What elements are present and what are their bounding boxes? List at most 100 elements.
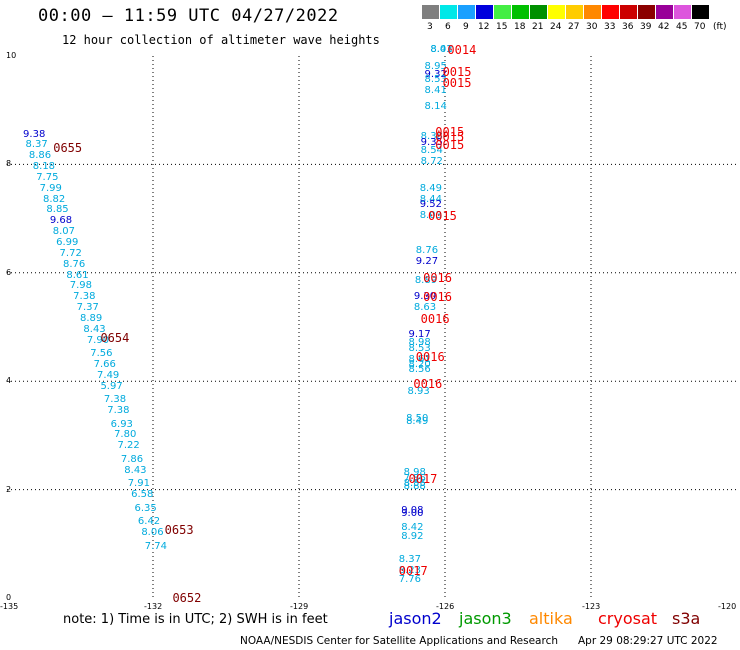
wave-height-value: 8.38 bbox=[420, 131, 443, 143]
wave-height-value: 6.99 bbox=[56, 236, 79, 248]
legend-label: 21 bbox=[532, 22, 544, 32]
wave-height-value: 8.86 bbox=[28, 150, 52, 162]
legend-label: 42 bbox=[658, 22, 670, 32]
lon-tick-label: -129 bbox=[290, 602, 309, 611]
wave-height-value: 8.95 bbox=[424, 60, 447, 72]
legend-label: 15 bbox=[496, 22, 508, 32]
legend-swatch bbox=[512, 5, 529, 19]
wave-height-value: 7.80 bbox=[114, 429, 137, 441]
wave-height-value: 8.53 bbox=[424, 74, 447, 86]
wave-height-value: 7.90 bbox=[86, 334, 110, 346]
wave-height-value: 8.93 bbox=[407, 386, 430, 398]
wave-height-value: 8.98 bbox=[403, 467, 426, 479]
legend-swatch bbox=[674, 5, 691, 19]
wave-height-value: 9.38 bbox=[23, 128, 46, 140]
satellite-altika: altika bbox=[529, 609, 573, 628]
wave-height-value: 8.43 bbox=[124, 464, 147, 476]
wave-height-value: 6.35 bbox=[134, 502, 157, 514]
pass-time-label: 0016 bbox=[415, 349, 445, 364]
wave-height-value: 7.74 bbox=[144, 540, 167, 552]
wave-height-value: 8.41 bbox=[430, 44, 453, 55]
wave-height-value: 7.99 bbox=[39, 182, 62, 194]
wave-height-value: 6.93 bbox=[110, 418, 133, 430]
wave-height-value: 9.30 bbox=[413, 291, 437, 303]
pass-time-label: 0015 bbox=[435, 138, 465, 153]
legend-label: 33 bbox=[604, 22, 616, 32]
legend-swatch bbox=[422, 5, 439, 19]
legend-label: 6 bbox=[445, 22, 451, 32]
wave-height-value: 8.61 bbox=[408, 353, 431, 365]
wave-height-value: 7.66 bbox=[93, 358, 116, 370]
wave-height-value: 8.06 bbox=[141, 526, 164, 538]
wave-height-value: 9.32 bbox=[424, 68, 447, 80]
pass-time-label: 0017 bbox=[398, 563, 428, 578]
wave-height-value: 5.97 bbox=[100, 380, 123, 392]
legend-swatch bbox=[584, 5, 601, 19]
wave-height-value: 9.08 bbox=[401, 505, 424, 517]
wave-height-value: 7.86 bbox=[120, 453, 144, 465]
legend-label: 9 bbox=[463, 22, 469, 32]
legend-label: 27 bbox=[568, 22, 580, 32]
wave-height-value: 8.82 bbox=[43, 193, 66, 205]
legend-swatch bbox=[476, 5, 493, 19]
wave-height-value: 8.76 bbox=[62, 258, 86, 270]
lat-tick-label: 8 bbox=[6, 159, 12, 169]
pass-time-label: 0655 bbox=[53, 141, 83, 156]
wave-height-value: 8.18 bbox=[32, 161, 56, 173]
lat-tick-label: 0 bbox=[6, 593, 12, 602]
wave-height-value: 9.27 bbox=[415, 255, 439, 267]
pass-time-label: 0015 bbox=[427, 208, 457, 223]
lat-tick-label: 6 bbox=[6, 267, 12, 277]
wave-height-value: 7.56 bbox=[90, 348, 113, 360]
pass-time-label: 0015 bbox=[442, 65, 472, 80]
pass-time-label: 0016 bbox=[423, 290, 452, 305]
wave-height-value: 8.63 bbox=[413, 302, 437, 314]
wave-height-value: 9.35 bbox=[420, 136, 443, 148]
wave-height-value: 8.23 bbox=[398, 564, 422, 576]
wave-height-value: 9.17 bbox=[408, 329, 431, 341]
legend-label: 39 bbox=[640, 22, 652, 32]
wave-height-value: 7.75 bbox=[36, 171, 59, 183]
wave-height-value: 6.42 bbox=[137, 516, 161, 528]
wave-height-value: 8.37 bbox=[398, 554, 422, 566]
wave-height-value: 7.38 bbox=[103, 394, 127, 406]
lon-tick-label: -126 bbox=[436, 602, 455, 611]
wave-height-value: 9.52 bbox=[419, 199, 442, 211]
wave-height-value: 8.55 bbox=[403, 478, 426, 490]
wave-height-value: 8.20 bbox=[408, 358, 431, 370]
wave-height-value: 8.89 bbox=[80, 312, 103, 324]
wave-height-value: 8.88 bbox=[403, 480, 426, 492]
wave-height-value: 9.00 bbox=[401, 507, 424, 519]
satellite-jason3: jason3 bbox=[459, 609, 512, 628]
wave-height-value: 8.14 bbox=[424, 101, 447, 113]
pass-time-label: 0015 bbox=[442, 76, 472, 91]
wave-height-value: 8.54 bbox=[420, 144, 443, 156]
pass-time-label: 0015 bbox=[435, 124, 465, 139]
satellite-cryosat: cryosat bbox=[598, 609, 658, 628]
legend-swatch bbox=[530, 5, 547, 19]
legend-label: 70 bbox=[694, 22, 706, 32]
footer-note: note: 1) Time is in UTC; 2) SWH is in fe… bbox=[63, 612, 328, 627]
wave-height-value: 7.22 bbox=[117, 440, 140, 452]
lat-tick-label: 2 bbox=[6, 484, 12, 494]
legend-swatch bbox=[494, 5, 511, 19]
pass-time-label: 0014 bbox=[447, 43, 477, 57]
pass-time-label: 0016 bbox=[420, 311, 450, 326]
wave-height-value: 8.56 bbox=[408, 364, 431, 376]
pass-time-label: 0015 bbox=[435, 130, 465, 145]
lon-tick-label: -135 bbox=[0, 602, 19, 611]
wave-height-value: 7.38 bbox=[73, 291, 96, 303]
wave-height-value: 7.86 bbox=[403, 472, 426, 484]
legend-swatch bbox=[566, 5, 583, 19]
wave-height-value: 8.89 bbox=[414, 274, 438, 286]
wave-height-value: 8.98 bbox=[408, 337, 431, 349]
legend-label: 12 bbox=[478, 22, 490, 32]
map-subtitle: 12 hour collection of altimeter wave hei… bbox=[62, 33, 380, 47]
wave-height-value: 8.72 bbox=[420, 155, 443, 167]
wave-height-value: 8.41 bbox=[424, 85, 447, 97]
pass-time-label: 0016 bbox=[413, 376, 443, 391]
wave-height-value: 7.72 bbox=[59, 247, 82, 259]
wave-height-value: 7.91 bbox=[127, 478, 150, 490]
legend-swatch bbox=[656, 5, 673, 19]
